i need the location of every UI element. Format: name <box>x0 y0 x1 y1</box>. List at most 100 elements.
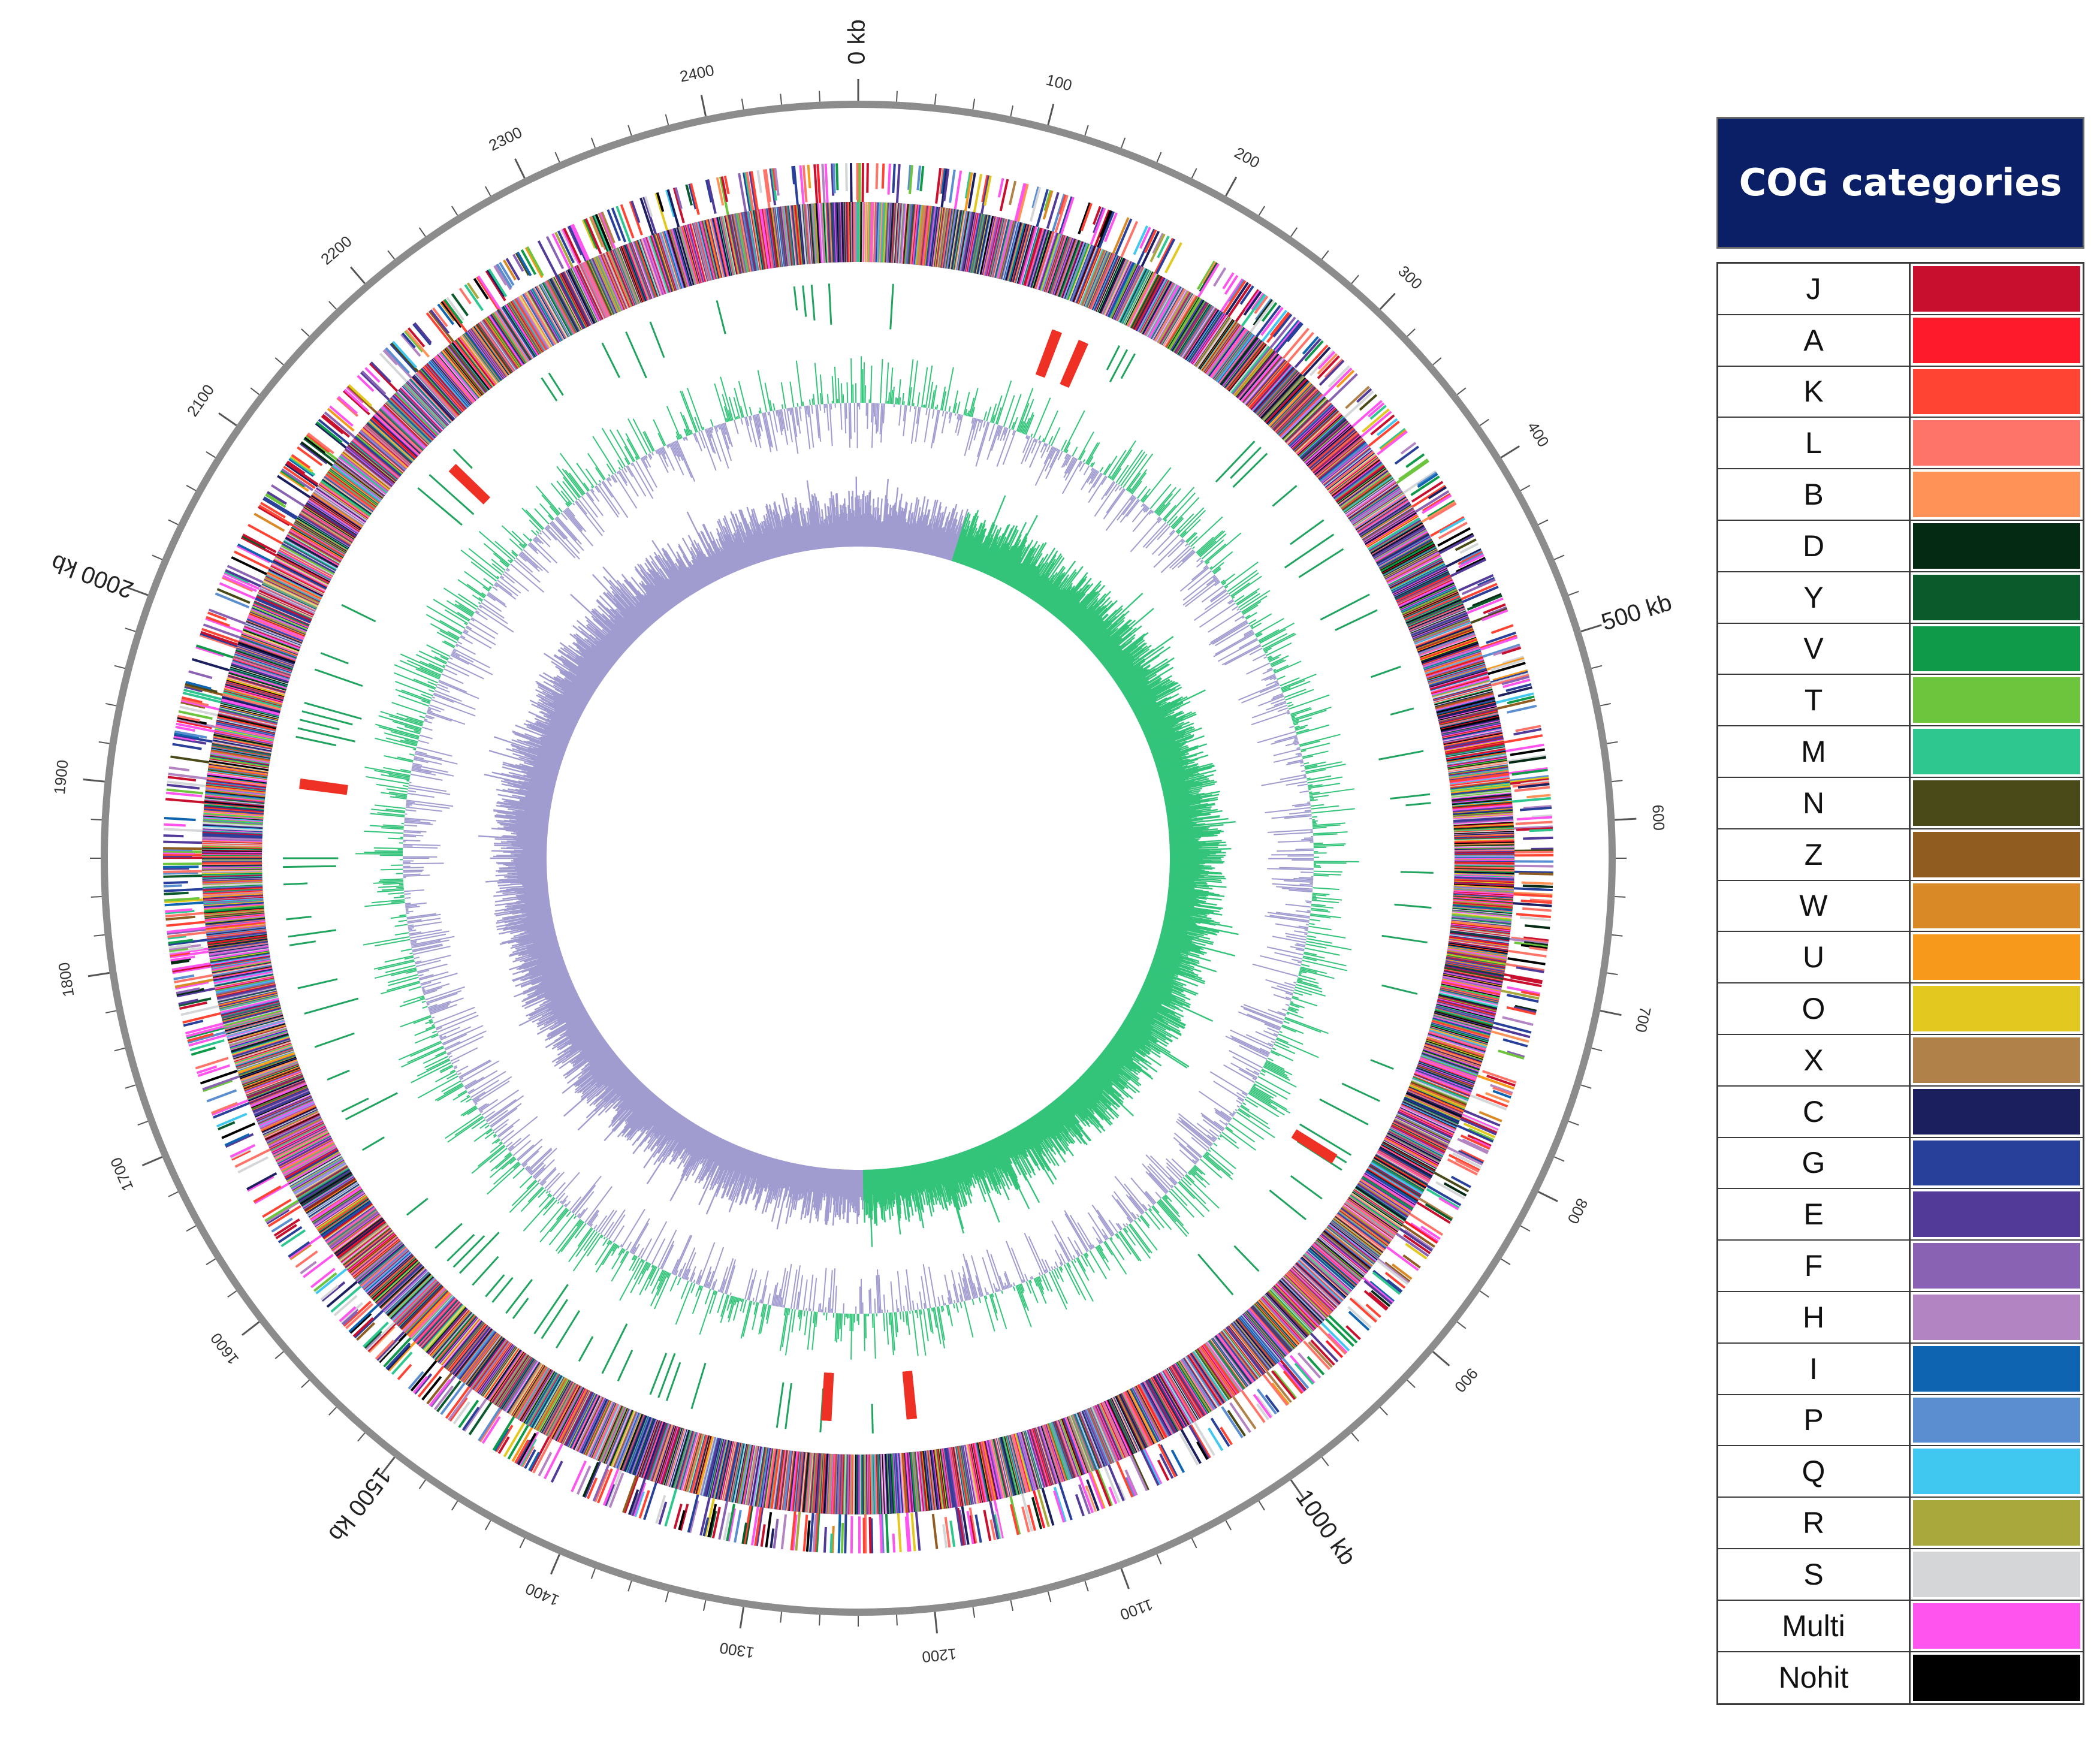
cds-mark <box>301 1262 316 1273</box>
cds-mark <box>867 163 868 193</box>
tick-label: 200 <box>1232 143 1263 171</box>
cds-mark <box>1519 873 1553 874</box>
tick-label: 600 <box>1649 804 1668 831</box>
cds-mark <box>169 768 189 770</box>
tick-mark <box>1520 1226 1530 1231</box>
cds-mark <box>166 917 195 919</box>
tick-mark <box>1501 1259 1510 1265</box>
cds-mark <box>834 164 835 194</box>
tick-mark <box>168 520 178 524</box>
tick-mark <box>485 1520 491 1530</box>
cds-mark <box>529 1452 539 1470</box>
cds-mark <box>1493 646 1520 654</box>
cds-mark <box>782 1514 786 1549</box>
cds-mark <box>1529 830 1553 831</box>
genome-map-layers: 1002003004006007008009001100120013001400… <box>48 19 1675 1666</box>
cds-mark <box>955 171 961 213</box>
tick-mark <box>105 1010 116 1013</box>
tick-label: 1100 <box>1118 1595 1155 1624</box>
cds-mark <box>974 174 982 212</box>
tick-mark <box>1048 104 1054 125</box>
cds-mark <box>1058 1477 1072 1520</box>
tick-mark <box>1226 1520 1231 1530</box>
tick-mark <box>819 91 820 102</box>
cds-mark <box>190 1040 224 1050</box>
cds-mark <box>1465 1093 1507 1109</box>
cds-mark <box>1459 587 1498 604</box>
tick-mark <box>935 1612 937 1634</box>
tick-mark <box>1192 168 1197 178</box>
tick-mark <box>186 1226 196 1231</box>
tick-mark <box>780 94 782 105</box>
cds-mark <box>842 1523 843 1553</box>
cds-mark <box>1479 1112 1501 1121</box>
tick-mark <box>592 1568 595 1579</box>
tick-mark <box>1351 275 1359 283</box>
tick-mark <box>1121 138 1125 148</box>
cds-mark <box>248 1176 273 1191</box>
tick-mark <box>275 358 283 365</box>
cds-mark <box>226 1134 254 1146</box>
cds-mark <box>735 1510 741 1543</box>
tick-mark <box>251 388 259 394</box>
tick-mark <box>1555 1157 1565 1161</box>
tick-label: 1700 <box>107 1155 137 1194</box>
kb-label: 1500 kb <box>323 1463 396 1546</box>
tick-mark <box>555 152 559 162</box>
tick-mark <box>1568 592 1579 595</box>
tick-mark <box>125 1085 135 1088</box>
cds-mark <box>1380 429 1405 449</box>
tick-mark <box>1085 125 1088 135</box>
tick-label: 700 <box>1632 1005 1655 1034</box>
cds-mark <box>1223 273 1233 288</box>
cds-mark <box>247 1173 276 1190</box>
tick-mark <box>592 138 595 148</box>
cds-mark <box>173 744 202 749</box>
cds-mark <box>1508 872 1553 873</box>
cds-mark <box>630 201 642 235</box>
kb-label: 2000 kb <box>48 549 137 604</box>
cds-mark <box>212 1100 248 1115</box>
cds-mark <box>1525 925 1550 928</box>
cds-mark <box>164 818 196 820</box>
cds-mark <box>845 1510 846 1553</box>
tick-label: 1200 <box>921 1645 958 1666</box>
cds-mark <box>1079 203 1090 234</box>
tick-mark <box>666 114 669 125</box>
cds-mark <box>865 1510 866 1553</box>
tick-mark <box>206 1259 215 1265</box>
cds-mark <box>880 1509 882 1553</box>
tick-mark <box>206 452 215 458</box>
circular-genome-map: 1002003004006007008009001100120013001400… <box>0 0 1678 1759</box>
cds-mark <box>164 885 182 886</box>
tick-mark <box>219 413 237 426</box>
tick-mark <box>551 1555 559 1574</box>
cds-mark <box>894 1534 895 1552</box>
tick-mark <box>94 935 105 936</box>
tick-mark <box>1259 206 1265 215</box>
cds-mark <box>817 164 820 207</box>
cds-mark <box>916 1508 919 1551</box>
cds-mark <box>921 166 923 191</box>
cds-mark <box>1082 203 1091 231</box>
tick-mark <box>105 704 116 706</box>
tick-mark <box>452 1501 458 1510</box>
tick-mark <box>1291 228 1297 237</box>
tick-mark <box>83 779 105 782</box>
tick-mark <box>1010 1600 1013 1611</box>
tick-mark <box>1121 1568 1129 1589</box>
tick-marks <box>83 79 1637 1633</box>
tick-mark <box>1380 294 1395 309</box>
cds-mark <box>328 409 354 431</box>
tick-label: 900 <box>1451 1365 1482 1396</box>
tick-label: 100 <box>1044 71 1074 95</box>
tick-mark <box>1480 1291 1489 1297</box>
cds-mark <box>1522 909 1551 911</box>
tick-mark <box>1433 358 1441 365</box>
kb-label: 500 kb <box>1598 589 1675 636</box>
tick-mark <box>935 94 936 105</box>
tick-mark <box>1010 105 1013 116</box>
tick-mark <box>1600 704 1611 706</box>
tick-label: 1300 <box>719 1639 756 1661</box>
tick-mark <box>1612 780 1623 782</box>
